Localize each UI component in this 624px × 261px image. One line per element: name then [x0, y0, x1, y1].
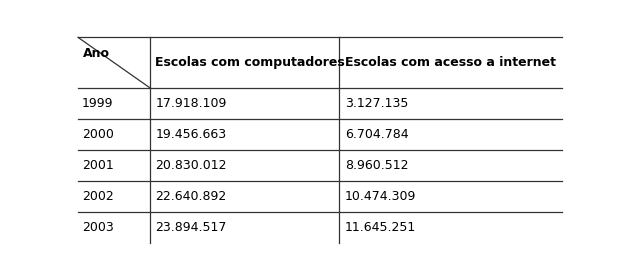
- Text: 8.960.512: 8.960.512: [345, 159, 409, 172]
- Text: 2002: 2002: [82, 190, 114, 203]
- Text: 17.918.109: 17.918.109: [155, 97, 227, 110]
- Text: 23.894.517: 23.894.517: [155, 221, 227, 234]
- Text: 3.127.135: 3.127.135: [345, 97, 408, 110]
- Text: 11.645.251: 11.645.251: [345, 221, 416, 234]
- Text: Escolas com acesso a internet: Escolas com acesso a internet: [345, 56, 556, 69]
- Text: 10.474.309: 10.474.309: [345, 190, 416, 203]
- Text: 2001: 2001: [82, 159, 114, 172]
- Text: 6.704.784: 6.704.784: [345, 128, 409, 141]
- Text: 20.830.012: 20.830.012: [155, 159, 227, 172]
- Text: Ano: Ano: [83, 48, 110, 60]
- Text: 22.640.892: 22.640.892: [155, 190, 227, 203]
- Text: 2003: 2003: [82, 221, 114, 234]
- Text: Escolas com computadores: Escolas com computadores: [155, 56, 345, 69]
- Text: 2000: 2000: [82, 128, 114, 141]
- Text: 19.456.663: 19.456.663: [155, 128, 227, 141]
- Text: 1999: 1999: [82, 97, 114, 110]
